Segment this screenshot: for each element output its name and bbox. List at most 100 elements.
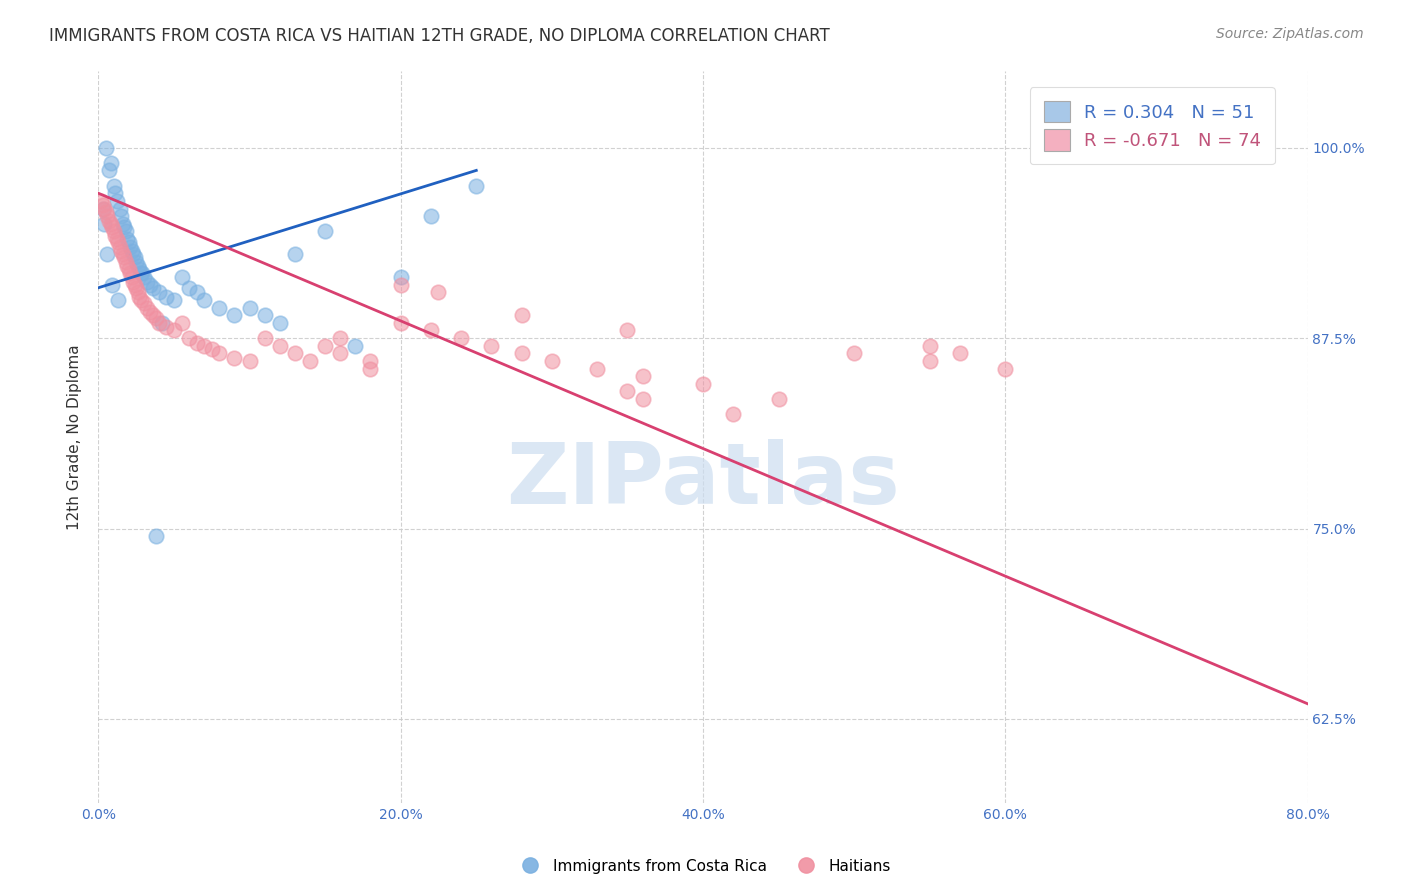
Point bbox=[120, 266, 142, 280]
Point bbox=[93, 202, 115, 216]
Point bbox=[112, 250, 135, 264]
Point bbox=[132, 296, 155, 310]
Point bbox=[918, 354, 941, 368]
Point bbox=[127, 260, 149, 274]
Point bbox=[125, 255, 148, 269]
Point bbox=[129, 293, 152, 307]
Point bbox=[127, 285, 149, 300]
Point bbox=[103, 178, 125, 193]
Point bbox=[163, 293, 186, 307]
Point bbox=[96, 209, 118, 223]
Point bbox=[844, 346, 866, 360]
Point bbox=[344, 339, 367, 353]
Point bbox=[768, 392, 790, 406]
Point bbox=[122, 275, 145, 289]
Point bbox=[616, 384, 638, 399]
Point bbox=[145, 311, 167, 326]
Point bbox=[124, 250, 146, 264]
Point bbox=[111, 217, 134, 231]
Point bbox=[224, 351, 246, 365]
Point bbox=[586, 361, 609, 376]
Point bbox=[420, 209, 443, 223]
Point bbox=[135, 301, 157, 315]
Point bbox=[142, 308, 165, 322]
Text: Source: ZipAtlas.com: Source: ZipAtlas.com bbox=[1216, 27, 1364, 41]
Point bbox=[94, 140, 117, 154]
Point bbox=[110, 209, 132, 223]
Point bbox=[224, 308, 246, 322]
Point bbox=[723, 407, 745, 421]
Point bbox=[510, 346, 533, 360]
Point bbox=[139, 277, 162, 292]
Point bbox=[125, 281, 148, 295]
Point bbox=[329, 331, 352, 345]
Point bbox=[105, 194, 128, 208]
Point bbox=[98, 163, 121, 178]
Point bbox=[155, 290, 177, 304]
Point bbox=[450, 331, 472, 345]
Point bbox=[186, 285, 208, 300]
Point bbox=[269, 339, 291, 353]
Point bbox=[284, 247, 307, 261]
Point bbox=[692, 376, 714, 391]
Point bbox=[90, 194, 112, 208]
Point bbox=[201, 342, 224, 356]
Point bbox=[111, 247, 134, 261]
Point bbox=[163, 323, 186, 337]
Point bbox=[132, 270, 155, 285]
Text: ZIPatlas: ZIPatlas bbox=[506, 440, 900, 523]
Point bbox=[115, 260, 138, 274]
Point bbox=[616, 323, 638, 337]
Point bbox=[96, 247, 118, 261]
Point bbox=[329, 346, 352, 360]
Point bbox=[115, 232, 138, 246]
Point bbox=[114, 224, 136, 238]
Point bbox=[510, 308, 533, 322]
Legend: Immigrants from Costa Rica, Haitians: Immigrants from Costa Rica, Haitians bbox=[509, 853, 897, 880]
Point bbox=[91, 198, 114, 212]
Text: IMMIGRANTS FROM COSTA RICA VS HAITIAN 12TH GRADE, NO DIPLOMA CORRELATION CHART: IMMIGRANTS FROM COSTA RICA VS HAITIAN 12… bbox=[49, 27, 830, 45]
Point bbox=[170, 316, 193, 330]
Point bbox=[170, 270, 193, 285]
Point bbox=[118, 235, 141, 249]
Point bbox=[100, 156, 122, 170]
Point bbox=[120, 239, 142, 253]
Point bbox=[148, 285, 170, 300]
Point bbox=[239, 301, 262, 315]
Point bbox=[100, 217, 122, 231]
Point bbox=[253, 331, 276, 345]
Point bbox=[139, 305, 162, 319]
Point bbox=[107, 235, 129, 249]
Point bbox=[107, 293, 129, 307]
Point bbox=[631, 369, 654, 384]
Point bbox=[104, 229, 127, 244]
Point bbox=[135, 275, 157, 289]
Point bbox=[193, 339, 215, 353]
Point bbox=[104, 186, 127, 201]
Point bbox=[124, 277, 146, 292]
Point bbox=[101, 277, 124, 292]
Point bbox=[145, 529, 167, 543]
Point bbox=[360, 354, 382, 368]
Point bbox=[121, 270, 143, 285]
Point bbox=[314, 339, 336, 353]
Point bbox=[389, 316, 412, 330]
Point bbox=[155, 320, 177, 334]
Point bbox=[420, 323, 443, 337]
Point bbox=[128, 262, 150, 277]
Point bbox=[314, 224, 336, 238]
Point bbox=[208, 346, 231, 360]
Point bbox=[114, 255, 136, 269]
Point bbox=[94, 204, 117, 219]
Point bbox=[360, 361, 382, 376]
Point bbox=[465, 178, 488, 193]
Point bbox=[389, 277, 412, 292]
Point bbox=[427, 285, 450, 300]
Point bbox=[239, 354, 262, 368]
Point bbox=[105, 232, 128, 246]
Point bbox=[101, 219, 124, 234]
Point bbox=[148, 316, 170, 330]
Point bbox=[121, 244, 143, 259]
Point bbox=[91, 202, 114, 216]
Point bbox=[131, 266, 153, 280]
